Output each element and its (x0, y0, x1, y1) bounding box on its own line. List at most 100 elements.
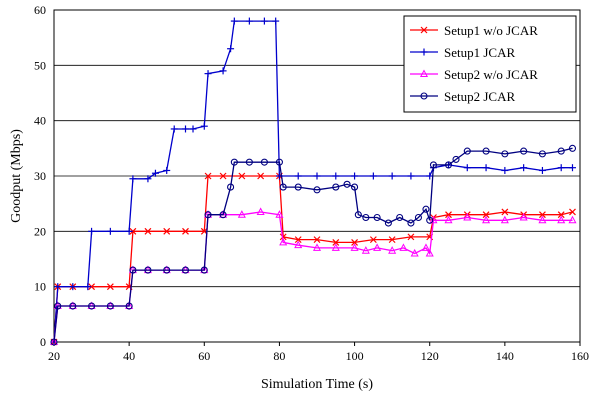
series-group (50, 144, 577, 346)
x-tick-label: 60 (198, 349, 210, 363)
data-point (538, 150, 546, 158)
data-point (294, 183, 302, 191)
data-point (500, 215, 509, 224)
data-point (230, 158, 238, 166)
data-point (422, 205, 430, 213)
data-point (444, 161, 453, 169)
data-point (279, 233, 287, 241)
data-point (219, 211, 227, 219)
data-point (125, 227, 133, 235)
data-point (294, 236, 302, 244)
data-point (351, 183, 359, 191)
data-point (351, 238, 358, 246)
data-point (200, 122, 208, 130)
data-point (332, 238, 340, 246)
y-tick-label: 20 (34, 224, 46, 238)
data-point (407, 172, 415, 180)
y-tick-label: 0 (40, 335, 46, 349)
x-tick-label: 140 (496, 349, 514, 363)
data-point (501, 208, 509, 216)
data-point (170, 125, 178, 133)
y-tick-label: 30 (34, 169, 46, 183)
data-point (69, 302, 77, 310)
data-point (426, 172, 434, 180)
data-point (482, 147, 490, 155)
data-point (332, 183, 340, 191)
data-point (445, 211, 452, 219)
data-point (350, 243, 359, 251)
data-point (69, 283, 77, 291)
data-point (294, 172, 302, 180)
series-lines (49, 17, 577, 346)
data-point (426, 216, 434, 224)
data-point (501, 150, 509, 158)
data-point (425, 248, 434, 257)
data-point (388, 172, 396, 180)
legend-label: Setup1 JCAR (444, 45, 515, 60)
data-point (204, 70, 212, 78)
data-point (227, 45, 235, 53)
data-point (219, 67, 227, 75)
data-point (419, 69, 429, 77)
data-point (163, 166, 171, 174)
data-point (429, 161, 438, 169)
data-point (407, 219, 415, 227)
data-point (182, 227, 189, 235)
data-point (238, 172, 246, 180)
data-point (257, 172, 265, 180)
data-point (396, 213, 404, 222)
y-tick-label: 10 (34, 280, 46, 294)
data-point (54, 283, 62, 291)
y-tick-label: 60 (34, 3, 46, 17)
data-point (189, 125, 197, 133)
data-point (260, 158, 268, 166)
data-point (410, 248, 419, 257)
data-point (181, 266, 190, 274)
y-tick-label: 50 (34, 58, 46, 72)
data-point (54, 302, 62, 310)
data-point (275, 210, 284, 218)
data-point (219, 172, 227, 180)
data-point (125, 302, 133, 310)
legend-label: Setup2 w/o JCAR (444, 67, 538, 82)
data-point (256, 207, 265, 215)
data-point (444, 215, 453, 224)
x-axis-label: Simulation Time (s) (261, 377, 373, 392)
legend-entry: Setup2 JCAR (410, 89, 515, 104)
data-point (568, 215, 577, 224)
data-point (482, 211, 490, 219)
data-point (557, 164, 565, 172)
data-point (182, 125, 189, 133)
x-tick-label: 80 (273, 349, 285, 363)
data-point (106, 283, 114, 291)
x-tick-label: 120 (421, 349, 439, 363)
data-point (230, 17, 238, 25)
data-point (294, 240, 303, 249)
data-point (557, 147, 565, 155)
data-point (144, 175, 152, 183)
x-tick-label: 100 (346, 349, 364, 363)
data-point (313, 172, 321, 180)
y-tick-label: 40 (34, 114, 46, 128)
series-group (50, 172, 576, 346)
data-point (429, 215, 438, 224)
data-point (237, 210, 246, 218)
data-point (373, 243, 382, 251)
data-point (384, 219, 392, 227)
data-point (129, 175, 137, 183)
data-point (163, 266, 171, 274)
data-point (420, 26, 428, 34)
data-point (388, 236, 396, 244)
data-point (421, 243, 430, 251)
legend: Setup1 w/o JCAR Setup1 JCAR Setup2 w/o JCA… (403, 15, 577, 113)
data-point (106, 302, 114, 310)
x-tick-label: 20 (48, 349, 60, 363)
data-point (313, 186, 321, 194)
data-point (343, 180, 351, 188)
data-point (204, 211, 212, 219)
data-point (414, 213, 422, 222)
data-point (332, 172, 340, 180)
data-point (88, 283, 95, 291)
data-point (88, 302, 96, 310)
series-line (53, 175, 573, 343)
